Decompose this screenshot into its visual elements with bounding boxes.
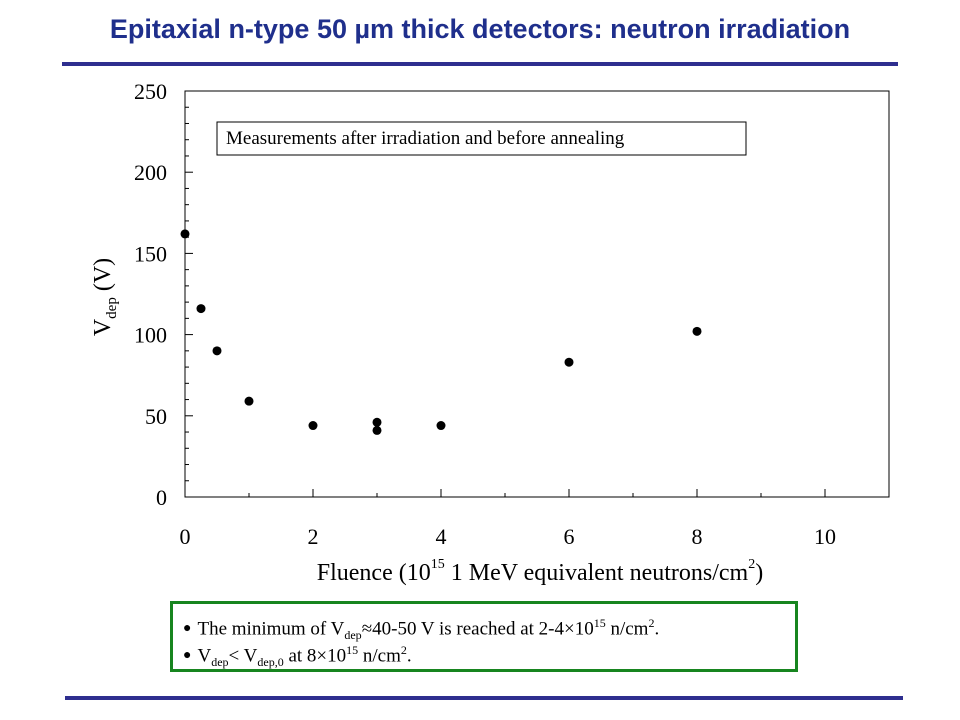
plot-frame [184,90,890,498]
x-label-pre: Fluence (10 [317,560,431,586]
note-2-b: < V [228,645,258,667]
x-tick-label: 2 [308,524,319,549]
data-point [372,425,382,435]
y-tick-label: 0 [156,485,167,510]
bullet-icon: ● [183,648,192,664]
data-point [180,229,190,239]
summary-box: ● The minimum of Vdep≈40-50 V is reached … [170,601,798,672]
x-label-post: ) [755,560,763,586]
data-point [692,326,702,336]
slide-title: Epitaxial n-type 50 µm thick detectors: … [109,14,851,44]
data-point [436,421,446,431]
note-2-d: n/cm [358,645,401,667]
y-label-sub: dep [104,297,120,319]
x-tick-label: 6 [564,524,575,549]
tick-labels: 0 50 100 150 200 250 0 2 4 6 8 10 [134,79,836,549]
note-2-a: V [197,645,212,667]
note-2-sup: 15 [346,643,359,657]
summary-line-2: ● Vdep< Vdep,0 at 8×1015 n/cm2. [183,637,795,669]
annotation-text: Measurements after irradiation and befor… [226,128,625,149]
note-2-sub2: dep,0 [257,655,284,670]
data-point [372,417,382,427]
note-1-d: . [654,618,660,640]
axis-ticks [184,90,890,498]
x-tick-label: 10 [814,524,836,549]
title-underline [62,62,898,66]
data-point [564,357,574,367]
y-label-main: V [90,318,116,336]
y-tick-label: 100 [134,323,167,348]
bullet-icon: ● [183,621,192,637]
note-1-sub: dep [344,628,362,643]
y-tick-label: 150 [134,241,167,266]
data-point [308,421,318,431]
y-tick-label: 50 [145,404,167,429]
data-point [244,396,254,406]
note-2-c: at 8×10 [283,645,347,667]
x-axis-label: Fluence (1015 1 MeV equivalent neutrons/… [317,557,763,586]
x-tick-label: 4 [436,524,447,549]
note-2-sup2: 2 [400,643,407,657]
note-2-e: . [406,645,412,667]
note-1-sup: 15 [593,616,606,630]
x-label-sup2: 2 [748,557,755,572]
data-points [180,229,702,435]
annotation-box [216,121,747,156]
scatter-chart: 0 50 100 150 200 250 0 2 4 6 8 10 Measurements afte… [90,79,890,586]
note-1-a: The minimum of V [197,618,345,640]
note-2-sub: dep [211,655,229,670]
note-1-b: ≈40-50 V is reached at 2-4×10 [361,618,594,640]
x-label-mid: 1 MeV equivalent neutrons/cm [445,560,749,586]
x-tick-label: 8 [692,524,703,549]
data-point [212,346,222,356]
footer-rule [65,696,903,700]
summary-line-1: ● The minimum of Vdep≈40-50 V is reached … [183,610,795,642]
x-tick-label: 0 [180,524,191,549]
y-tick-label: 200 [134,160,167,185]
note-1-c: n/cm [605,618,649,640]
note-1-sup2: 2 [648,616,655,630]
y-tick-label: 250 [134,79,167,104]
y-label-unit: (V) [90,258,116,297]
x-label-sup: 15 [431,557,445,572]
y-axis-label: Vdep (V) [90,258,120,336]
data-point [196,304,206,314]
